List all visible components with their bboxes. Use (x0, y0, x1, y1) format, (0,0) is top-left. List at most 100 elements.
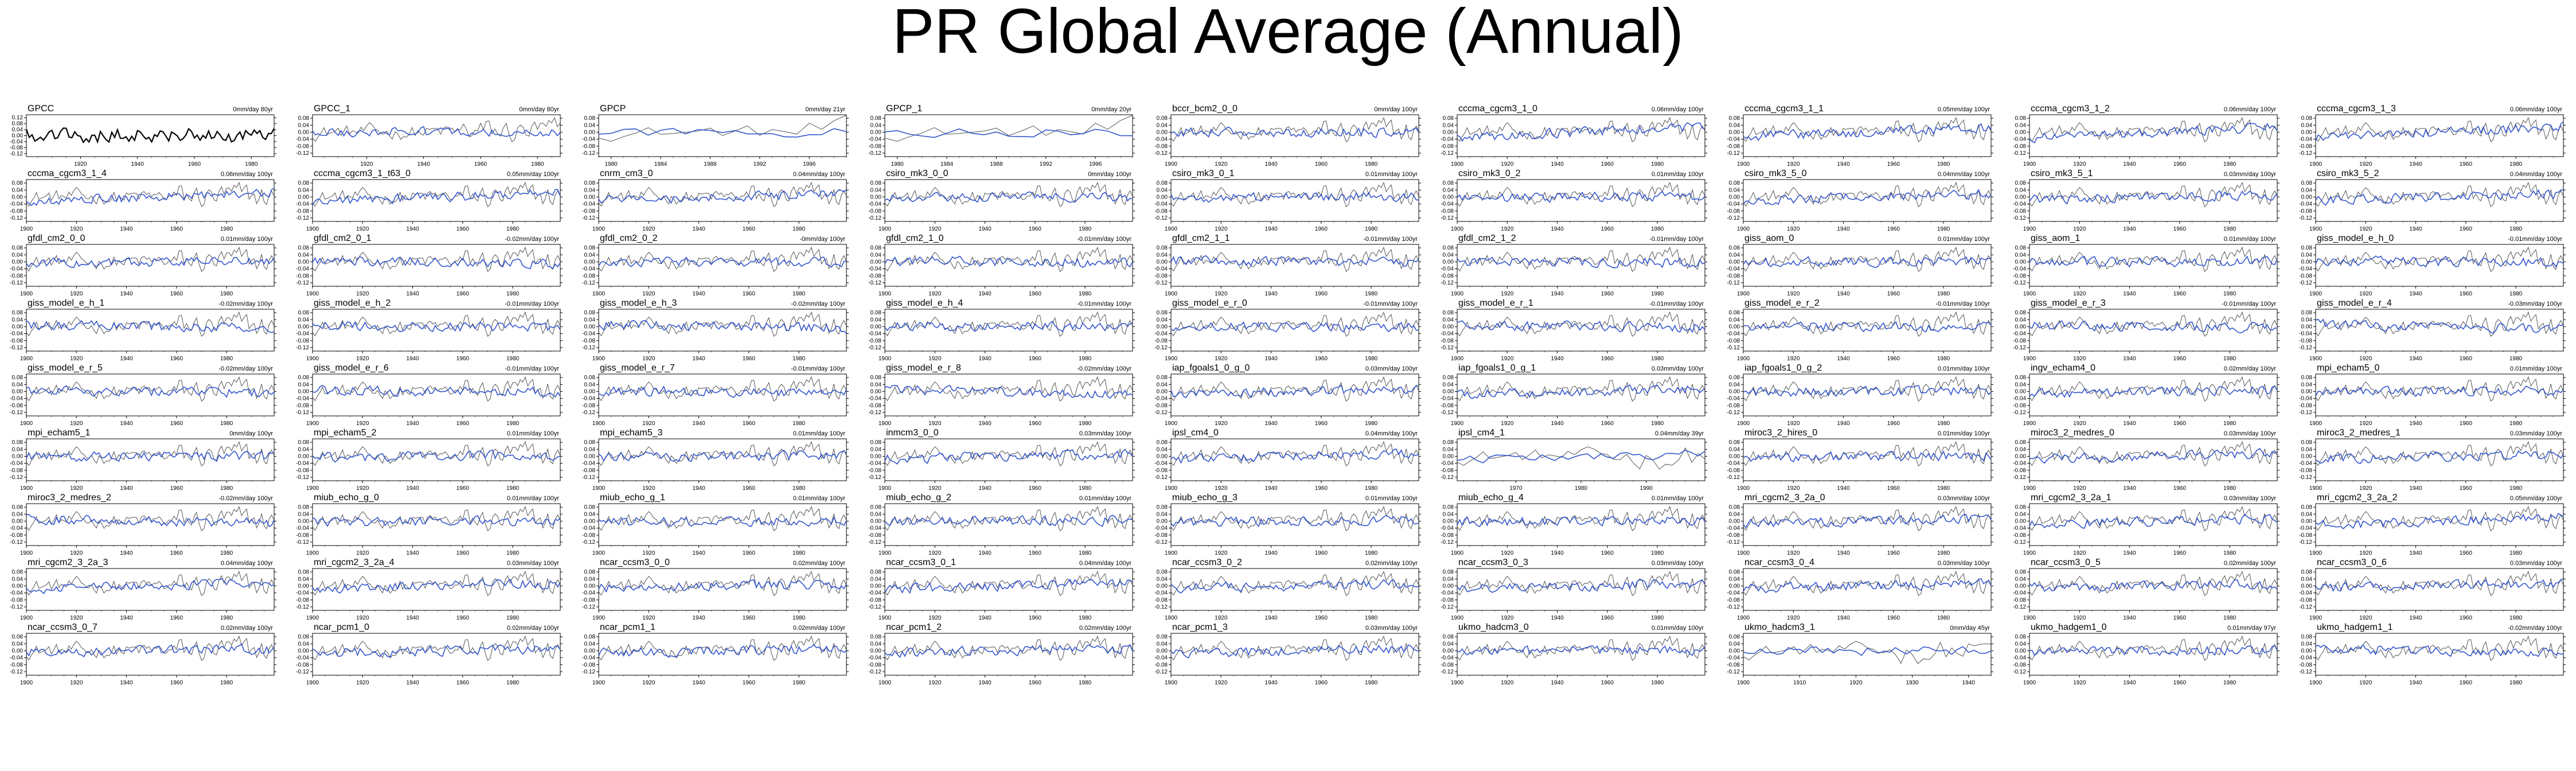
y-tick-label: 0.08 (1157, 634, 1168, 640)
x-tick-label: 1960 (743, 680, 756, 686)
y-tick-label: -0.12 (1441, 345, 1454, 351)
y-tick-label: 0.08 (298, 180, 310, 186)
y-tick-label: -0.12 (868, 474, 881, 481)
x-tick-label: 1900 (1737, 615, 1750, 621)
y-tick-label: -0.04 (868, 396, 881, 402)
y-tick-label: -0.08 (868, 273, 881, 279)
x-tick-label: 1920 (642, 680, 655, 686)
panel-frame (1457, 309, 1705, 352)
y-tick-label: 0.08 (1157, 375, 1168, 381)
x-tick-label: 1940 (692, 615, 705, 621)
y-tick-label: 0.08 (1157, 439, 1168, 446)
y-tick-label: 0.08 (1443, 375, 1454, 381)
x-tick-label: 1920 (928, 550, 942, 556)
panel-csiro_mk3_0_2: csiro_mk3_0_2 0.01mm/day 100yr 0.080.040.0… (1441, 169, 1707, 232)
panel-frame (26, 179, 275, 222)
model-series-line (1743, 578, 1992, 594)
y-tick-label: 0.08 (298, 115, 310, 122)
panel-gfdl_cm2_1_0: gfdl_cm2_1_0 -0.01mm/day 100yr 0.080.040.0… (868, 233, 1135, 297)
x-tick-label: 1940 (1551, 615, 1564, 621)
x-tick-label: 1920 (2359, 420, 2372, 427)
y-tick-label: -0.08 (2013, 662, 2026, 668)
x-tick-label: 1990 (1640, 485, 1653, 492)
panel-trend: -0.01mm/day 100yr (1935, 301, 1990, 307)
y-tick-label: -0.12 (296, 410, 309, 416)
panel-trend: -0.02mm/day 100yr (1077, 365, 1131, 372)
panel-title: csiro_mk3_0_2 (1458, 169, 1521, 178)
x-tick-label: 1900 (1165, 485, 1178, 492)
y-tick-label: 0.00 (584, 453, 596, 460)
panel-mpi_echam5_0: mpi_echam5_0 0.01mm/day 100yr 0.080.040.00… (2299, 363, 2566, 427)
x-tick-label: 1980 (1651, 550, 1664, 556)
panel-trend: -0.01mm/day 100yr (1649, 301, 1704, 307)
x-tick-label: 1900 (1451, 615, 1464, 621)
y-tick-label: 0.04 (2015, 576, 2027, 582)
y-tick-label: -0.04 (296, 266, 309, 272)
x-tick-label: 1900 (1737, 680, 1750, 686)
y-tick-label: 0.04 (2301, 576, 2313, 582)
panel-trend: 0.03mm/day 100yr (507, 560, 559, 567)
reference-series-line (1743, 116, 1992, 143)
panel-title: ipsl_cm4_0 (1172, 428, 1219, 438)
x-tick-label: 1980 (1651, 161, 1664, 168)
x-tick-label: 1920 (2073, 420, 2086, 427)
x-tick-label: 1940 (692, 485, 705, 492)
reference-series-line (2029, 635, 2278, 661)
y-tick-label: -0.08 (2299, 338, 2312, 344)
y-tick-label: -0.08 (1441, 532, 1454, 539)
x-tick-label: 1900 (306, 615, 319, 621)
model-series-line (884, 255, 1133, 268)
y-tick-label: 0.04 (1729, 641, 1740, 647)
y-tick-label: -0.04 (582, 137, 595, 143)
y-tick-label: 0.08 (298, 245, 310, 251)
x-tick-label: 1900 (1451, 420, 1464, 427)
panel-giss_model_e_r_5: giss_model_e_r_5 -0.02mm/day 100yr0.080.0… (10, 363, 276, 427)
model-series-line (2315, 255, 2564, 268)
x-tick-label: 1920 (360, 161, 373, 168)
panel-frame (312, 373, 561, 416)
panel-trend: -0.01mm/day 100yr (1077, 301, 1131, 307)
x-tick-label: 1940 (120, 485, 133, 492)
y-tick-label: -0.12 (10, 215, 23, 221)
panel-title: giss_model_e_r_6 (314, 363, 389, 373)
x-tick-label: 1980 (531, 161, 544, 168)
y-tick-label: -0.08 (2013, 338, 2026, 344)
model-series-line (2315, 450, 2564, 464)
x-tick-label: 1940 (2123, 615, 2136, 621)
reference-series-line (1457, 505, 1705, 532)
x-tick-label: 1940 (120, 420, 133, 427)
y-tick-label: 0.00 (2301, 648, 2313, 654)
y-tick-label: -0.08 (1154, 597, 1168, 603)
model-series-line (2029, 386, 2278, 398)
y-tick-label: 0.08 (298, 569, 310, 575)
x-tick-label: 1960 (2460, 485, 2473, 492)
y-tick-label: -0.08 (868, 532, 881, 539)
reference-series-line (1743, 641, 1992, 664)
panel-giss_model_e_h_2: giss_model_e_h_2 -0.01mm/day 100yr0.080.0… (296, 298, 563, 362)
y-tick-label: -0.12 (1441, 539, 1454, 546)
y-tick-label: 0.08 (871, 310, 882, 316)
x-tick-label: 1940 (2123, 161, 2136, 168)
panel-frame (884, 438, 1133, 481)
y-tick-label: 0.04 (584, 446, 596, 453)
y-tick-label: -0.04 (1727, 266, 1740, 272)
x-tick-label: 1900 (306, 226, 319, 232)
y-tick-label: -0.08 (868, 338, 881, 344)
x-tick-label: 1940 (978, 420, 992, 427)
y-tick-label: -0.04 (868, 461, 881, 467)
panel-frame (1743, 309, 1992, 352)
model-series-line (598, 450, 847, 462)
y-tick-label: -0.04 (1154, 655, 1168, 661)
x-tick-label: 1900 (1451, 680, 1464, 686)
panel-trend: 0.01mm/day 97yr (2227, 625, 2276, 632)
x-tick-label: 1960 (1887, 291, 1900, 297)
reference-series-line (2315, 181, 2564, 208)
model-series-line (312, 384, 561, 398)
x-tick-label: 1900 (2309, 615, 2323, 621)
x-tick-label: 1980 (1365, 356, 1378, 362)
panel-title: ncar_ccsm3_0_5 (2031, 558, 2101, 567)
y-tick-label: 0.00 (584, 194, 596, 200)
y-tick-label: -0.08 (582, 532, 595, 539)
y-tick-label: 0.08 (1729, 634, 1740, 640)
panel-giss_model_e_r_3: giss_model_e_r_3 -0.01mm/day 100yr0.080.0… (2013, 298, 2280, 362)
